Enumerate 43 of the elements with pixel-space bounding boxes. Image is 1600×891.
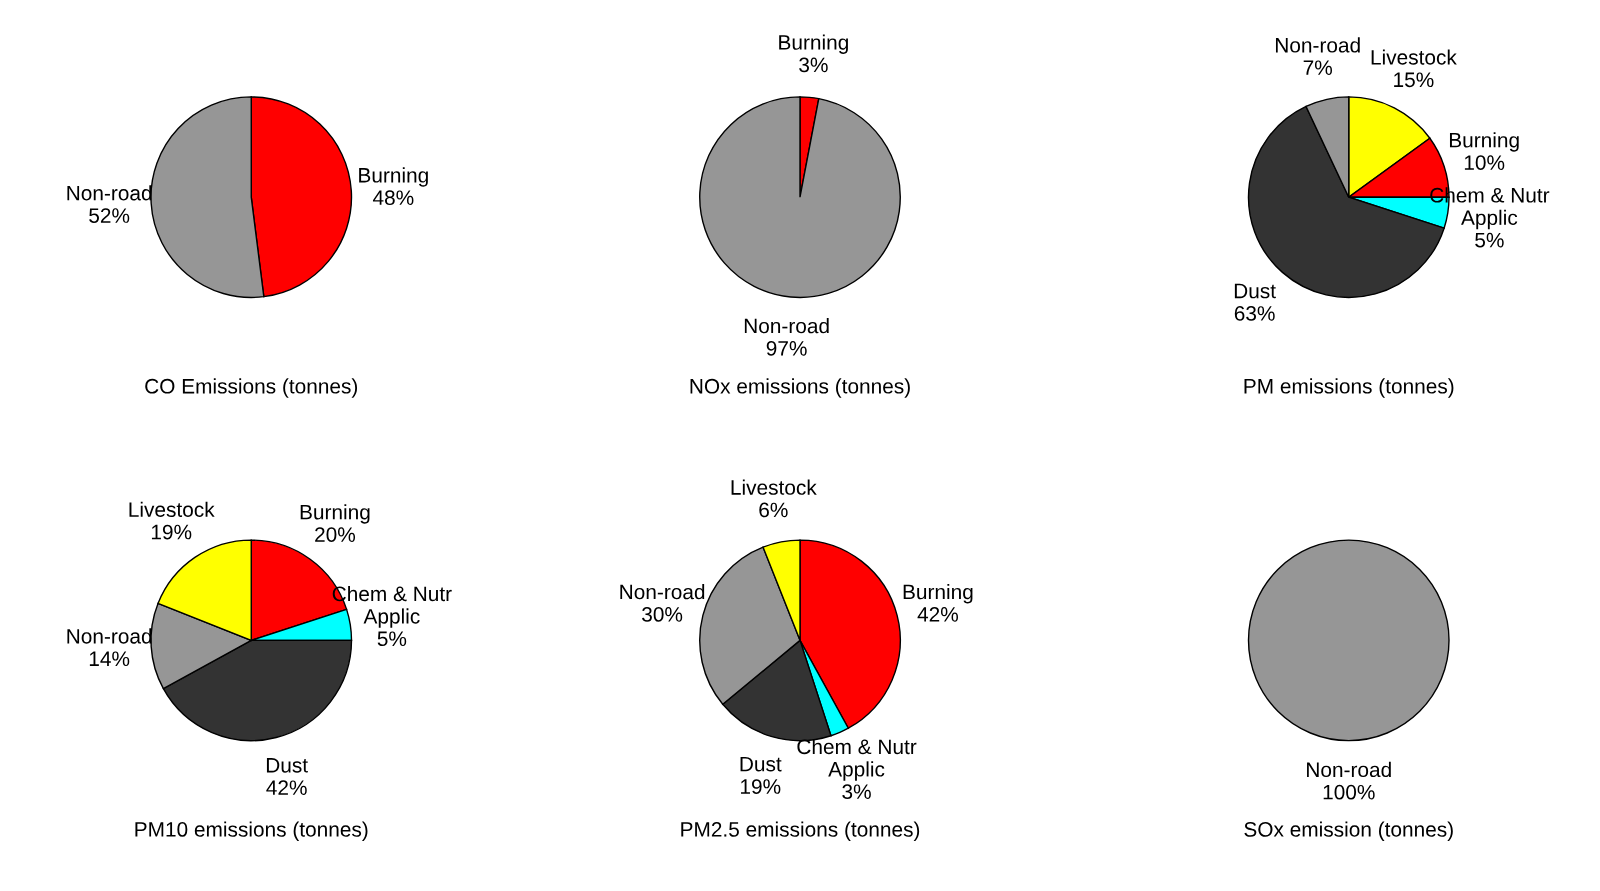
data-label: 42%: [266, 780, 307, 795]
slice-label: Non-road: [1307, 761, 1391, 778]
data-label: 100%: [1323, 784, 1375, 800]
data-label: 5%: [377, 631, 407, 647]
pie-slice: [699, 96, 901, 299]
data-label: 19%: [741, 779, 781, 794]
slice-label: Burning: [779, 34, 848, 54]
slice-label: Livestock: [731, 479, 817, 495]
slice-label: Dust: [266, 758, 308, 773]
data-label: 30%: [642, 607, 683, 622]
text: PM emissions (tonnes): [1244, 378, 1454, 398]
data-label: 15%: [1394, 72, 1434, 88]
data-label: 52%: [89, 208, 130, 223]
text: NOx emissions (tonnes): [690, 378, 910, 398]
text: CO Emissions (tonnes): [145, 378, 358, 398]
data-label: 5%: [1475, 232, 1504, 248]
slice-label: Non-road: [744, 318, 829, 334]
data-label: 7%: [1303, 60, 1333, 75]
data-label: 42%: [917, 607, 959, 622]
slice-label: Dust: [1234, 283, 1276, 299]
data-label: 14%: [89, 651, 130, 667]
slice-label: Non-road: [620, 584, 705, 600]
slice-label: Burning: [1449, 132, 1519, 152]
slice-label: Burning: [903, 584, 973, 604]
slice-label: Livestock: [1371, 49, 1457, 65]
slice-label: Burning: [300, 504, 370, 524]
data-label: 63%: [1234, 306, 1275, 321]
data-label: 3%: [842, 784, 871, 800]
data-label: 20%: [315, 527, 356, 542]
data-label: 10%: [1464, 155, 1505, 170]
data-label: 6%: [759, 502, 788, 518]
data-label: 97%: [766, 340, 807, 356]
slice-label: Dust: [740, 756, 782, 772]
data-label: 19%: [151, 524, 192, 540]
slice-label: Livestock: [129, 501, 215, 517]
text: SOx emission (tonnes): [1244, 821, 1453, 841]
slice-label: Chem & Nutr Applic: [797, 738, 917, 781]
slice-label: Non-road: [1275, 37, 1360, 53]
slice-label: Burning: [359, 167, 428, 187]
data-label: 48%: [372, 190, 414, 206]
text: PM2.5 emissions (tonnes): [681, 821, 920, 841]
data-label: 3%: [799, 57, 828, 73]
text: PM10 emissions (tonnes): [135, 821, 368, 841]
